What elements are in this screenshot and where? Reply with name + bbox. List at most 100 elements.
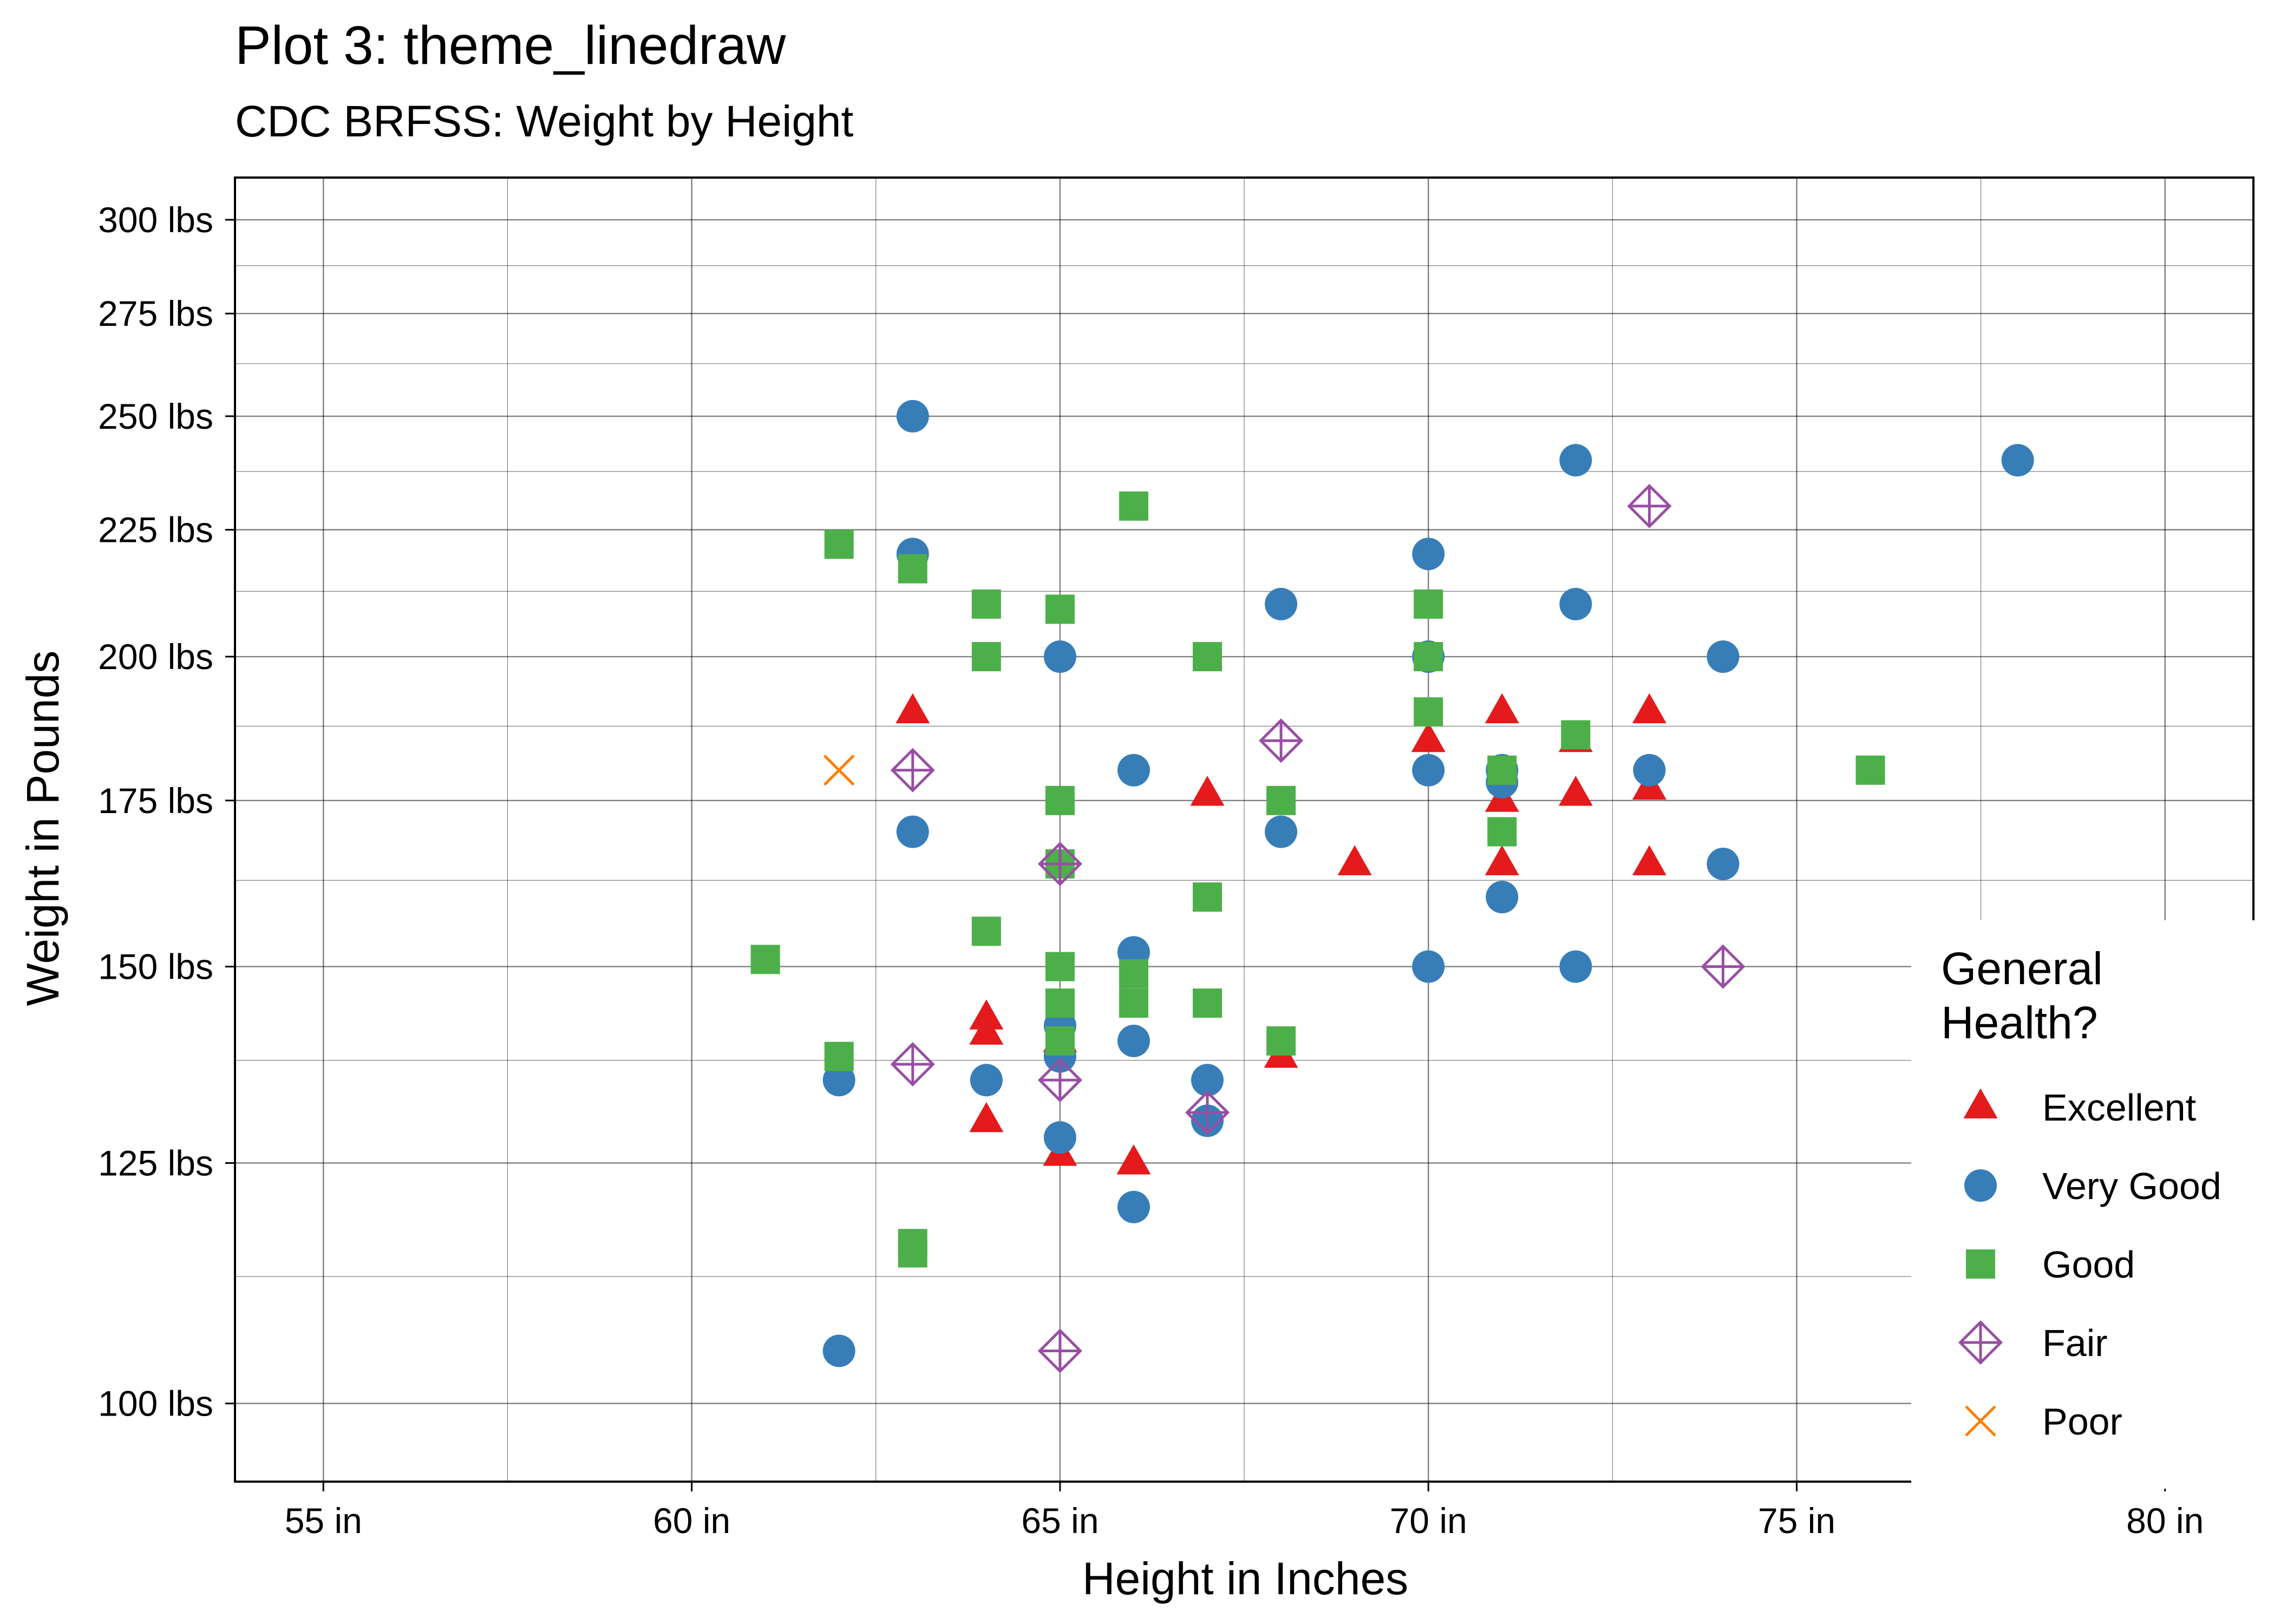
point-very-good [1117, 754, 1150, 787]
y-tick-label: 275 lbs [98, 293, 213, 333]
point-good [1561, 720, 1591, 750]
point-fair [1701, 944, 1746, 989]
point-good [1119, 491, 1148, 521]
point-fair [890, 748, 935, 793]
point-fair [1627, 483, 1672, 528]
point-very-good [1559, 950, 1592, 983]
legend-label-excellent: Excellent [2042, 1086, 2196, 1129]
x-tick-label: 70 in [1390, 1501, 1467, 1541]
point-good [971, 916, 1001, 946]
point-excellent [1190, 775, 1225, 806]
point-good [971, 642, 1001, 672]
point-good [1266, 785, 1296, 815]
legend-key-very-good [1964, 1169, 1997, 1202]
plot-panel-border [234, 176, 2255, 1483]
point-very-good [1633, 754, 1666, 787]
data-points [750, 400, 2034, 1373]
legend-key-fair [1958, 1320, 2003, 1365]
point-good [1119, 988, 1148, 1018]
y-tick-label: 225 lbs [98, 510, 213, 550]
point-fair [1037, 1328, 1082, 1373]
y-tick-label: 200 lbs [98, 637, 213, 677]
point-excellent [1337, 845, 1372, 875]
y-axis-label: Weight in Pounds [17, 651, 68, 1006]
legend-title: General Health? [1941, 943, 2103, 1048]
point-good [1045, 785, 1075, 815]
point-good [898, 1229, 927, 1259]
point-very-good [1559, 444, 1592, 477]
point-very-good [1707, 640, 1740, 673]
point-excellent [1632, 845, 1667, 875]
point-excellent [1485, 693, 1519, 724]
point-excellent [969, 999, 1004, 1030]
chart-subtitle: CDC BRFSS: Weight by Height [235, 97, 854, 146]
point-good [1487, 755, 1517, 785]
point-very-good [1265, 587, 1298, 620]
point-good [1855, 755, 1885, 785]
point-very-good [1486, 881, 1519, 914]
x-axis-label: Height in Inches [1082, 1553, 1408, 1604]
legend-key-excellent [1963, 1088, 1998, 1118]
point-very-good [896, 815, 929, 848]
point-excellent [969, 1102, 1004, 1132]
legend-label-very-good: Very Good [2042, 1165, 2221, 1207]
y-tick-label: 250 lbs [98, 396, 213, 436]
x-tick-label: 65 in [1021, 1501, 1099, 1541]
point-excellent [1411, 722, 1446, 752]
y-tick-label: 150 lbs [98, 947, 213, 987]
x-tick-label: 60 in [653, 1501, 730, 1541]
point-very-good [970, 1064, 1003, 1097]
point-very-good [1117, 1190, 1150, 1223]
point-excellent [896, 693, 930, 724]
point-very-good [1412, 950, 1445, 983]
point-very-good [896, 400, 929, 433]
legend-label-poor: Poor [2042, 1400, 2122, 1443]
legend-label-fair: Fair [2042, 1322, 2108, 1364]
point-good [1414, 642, 1443, 672]
point-good [1414, 589, 1443, 619]
point-good [1045, 594, 1075, 624]
y-tick-label: 125 lbs [98, 1143, 213, 1183]
point-excellent [1632, 693, 1667, 724]
point-good [898, 554, 927, 584]
point-very-good [822, 1064, 855, 1097]
point-very-good [822, 1334, 855, 1367]
point-fair [1258, 718, 1304, 763]
point-good [750, 945, 780, 974]
point-very-good [1707, 847, 1740, 880]
point-good [1414, 697, 1443, 727]
point-good [1119, 959, 1148, 988]
point-very-good [1191, 1064, 1224, 1097]
point-very-good [1043, 640, 1076, 673]
point-fair [1037, 1058, 1082, 1103]
point-very-good [2001, 444, 2034, 477]
point-excellent [1485, 845, 1519, 875]
point-very-good [1559, 587, 1592, 620]
point-good [1192, 988, 1222, 1018]
point-good [1266, 1026, 1296, 1056]
point-good [1487, 817, 1517, 847]
y-tick-label: 175 lbs [98, 781, 213, 821]
point-excellent [969, 1014, 1004, 1045]
point-very-good [1265, 815, 1298, 848]
point-good [1192, 642, 1222, 672]
point-fair [1037, 841, 1082, 886]
x-tick-label: 80 in [2126, 1501, 2204, 1541]
y-tick-label: 100 lbs [98, 1384, 213, 1424]
chart-title: Plot 3: theme_linedraw [235, 15, 786, 76]
x-tick-label: 55 in [285, 1501, 362, 1541]
legend-label-good: Good [2042, 1243, 2135, 1286]
x-tick-label: 75 in [1758, 1501, 1835, 1541]
point-fair [1185, 1090, 1230, 1135]
point-good [971, 589, 1001, 619]
axis-ticks: 55 in 60 in 65 in 70 in 75 in 80 in 100 lbs 125… [98, 200, 2204, 1541]
point-good [1045, 952, 1075, 981]
point-very-good [1412, 754, 1445, 787]
point-very-good [1043, 1121, 1076, 1154]
point-poor [823, 754, 855, 786]
legend-key-good [1966, 1249, 1995, 1279]
point-good [824, 529, 854, 559]
point-good [824, 1042, 854, 1071]
point-excellent [1116, 1144, 1151, 1175]
